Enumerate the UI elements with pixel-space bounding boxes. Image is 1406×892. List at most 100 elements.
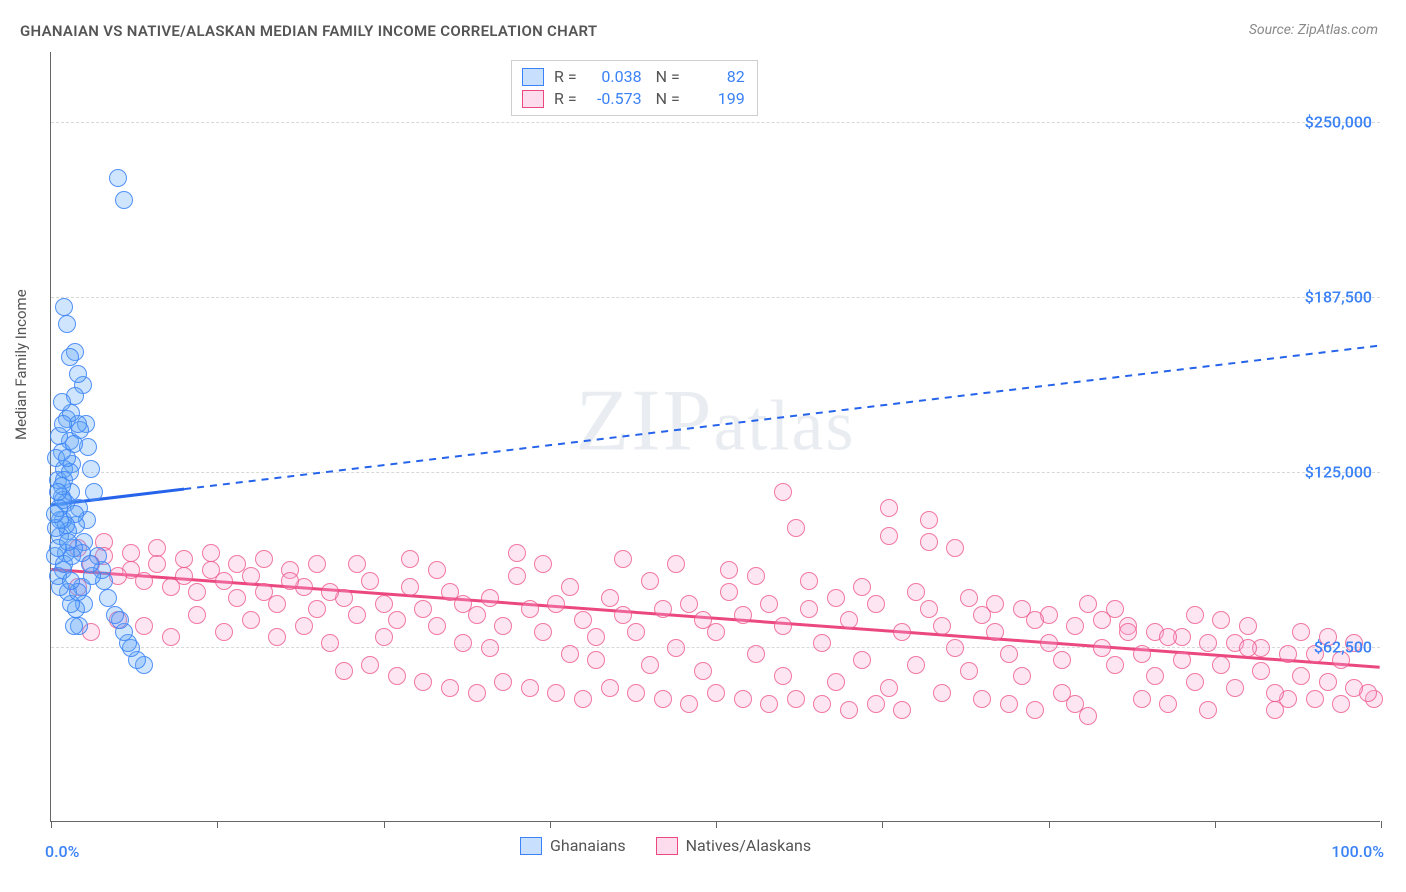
scatter-point — [920, 600, 938, 618]
scatter-point — [109, 169, 127, 187]
scatter-point — [1146, 667, 1164, 685]
r-label: R = — [554, 88, 577, 110]
r-value-2: -0.573 — [587, 88, 642, 110]
scatter-point — [1093, 611, 1111, 629]
scatter-point — [46, 505, 64, 523]
scatter-point — [414, 600, 432, 618]
scatter-point — [508, 544, 526, 562]
scatter-point — [441, 679, 459, 697]
scatter-point — [627, 684, 645, 702]
grid-line — [51, 647, 1380, 648]
scatter-point — [907, 583, 925, 601]
scatter-point — [1239, 617, 1257, 635]
scatter-point — [1292, 667, 1310, 685]
scatter-point — [162, 628, 180, 646]
source-attribution: Source: ZipAtlas.com — [1249, 22, 1378, 38]
scatter-point — [1173, 651, 1191, 669]
scatter-point — [361, 656, 379, 674]
scatter-point — [1306, 690, 1324, 708]
scatter-point — [627, 623, 645, 641]
scatter-point — [428, 561, 446, 579]
scatter-point — [1026, 701, 1044, 719]
grid-line — [51, 122, 1380, 123]
scatter-point — [774, 483, 792, 501]
scatter-point — [401, 578, 419, 596]
scatter-point — [54, 415, 72, 433]
scatter-point — [680, 595, 698, 613]
scatter-point — [654, 690, 672, 708]
scatter-point — [853, 651, 871, 669]
scatter-point — [920, 533, 938, 551]
scatter-point — [734, 606, 752, 624]
scatter-point — [49, 483, 67, 501]
scatter-point — [946, 539, 964, 557]
legend-label-2: Natives/Alaskans — [686, 836, 811, 855]
scatter-point — [61, 348, 79, 366]
scatter-point — [188, 583, 206, 601]
scatter-point — [1279, 645, 1297, 663]
scatter-point — [561, 645, 579, 663]
scatter-point — [468, 684, 486, 702]
scatter-point — [321, 583, 339, 601]
scatter-point — [1026, 611, 1044, 629]
scatter-point — [82, 460, 100, 478]
scatter-point — [521, 679, 539, 697]
watermark: ZIPatlas — [576, 371, 856, 472]
scatter-point — [933, 684, 951, 702]
x-tick — [217, 821, 218, 828]
scatter-point — [454, 634, 472, 652]
plot-area: ZIPatlas R = 0.038 N = 82 R = -0.573 N =… — [50, 52, 1380, 822]
scatter-point — [561, 578, 579, 596]
scatter-point — [707, 684, 725, 702]
scatter-point — [601, 589, 619, 607]
legend-label-1: Ghanaians — [550, 836, 626, 855]
scatter-point — [880, 499, 898, 517]
scatter-point — [800, 600, 818, 618]
scatter-point — [508, 567, 526, 585]
scatter-point — [148, 539, 166, 557]
scatter-point — [58, 315, 76, 333]
scatter-point — [1212, 611, 1230, 629]
scatter-point — [574, 690, 592, 708]
scatter-point — [680, 695, 698, 713]
scatter-point — [654, 600, 672, 618]
x-axis-max-label: 100.0% — [1331, 842, 1384, 861]
scatter-point — [242, 567, 260, 585]
scatter-point — [281, 572, 299, 590]
scatter-point — [1066, 617, 1084, 635]
scatter-point — [1053, 651, 1071, 669]
scatter-point — [734, 690, 752, 708]
scatter-point — [1079, 707, 1097, 725]
scatter-point — [1079, 595, 1097, 613]
scatter-point — [202, 561, 220, 579]
x-tick — [1215, 821, 1216, 828]
x-tick — [882, 821, 883, 828]
legend-item-natives: Natives/Alaskans — [656, 836, 811, 855]
scatter-point — [1133, 690, 1151, 708]
scatter-point — [667, 639, 685, 657]
n-value-2: 199 — [690, 88, 745, 110]
x-tick — [550, 821, 551, 828]
scatter-point — [1239, 639, 1257, 657]
scatter-point — [255, 583, 273, 601]
scatter-point — [1226, 679, 1244, 697]
scatter-point — [760, 595, 778, 613]
scatter-point — [893, 623, 911, 641]
scatter-point — [494, 617, 512, 635]
scatter-point — [547, 684, 565, 702]
y-axis-title: Median Family Income — [12, 289, 30, 440]
scatter-point — [1186, 673, 1204, 691]
scatter-point — [960, 662, 978, 680]
scatter-point — [481, 639, 499, 657]
scatter-point — [1332, 695, 1350, 713]
scatter-point — [774, 667, 792, 685]
scatter-point — [1186, 606, 1204, 624]
y-tick-label: $187,500 — [1305, 288, 1372, 307]
stats-row-ghanaians: R = 0.038 N = 82 — [522, 66, 745, 88]
grid-line — [51, 472, 1380, 473]
scatter-point — [69, 365, 87, 383]
scatter-point — [255, 550, 273, 568]
scatter-point — [162, 578, 180, 596]
scatter-point — [813, 695, 831, 713]
scatter-point — [1345, 679, 1363, 697]
